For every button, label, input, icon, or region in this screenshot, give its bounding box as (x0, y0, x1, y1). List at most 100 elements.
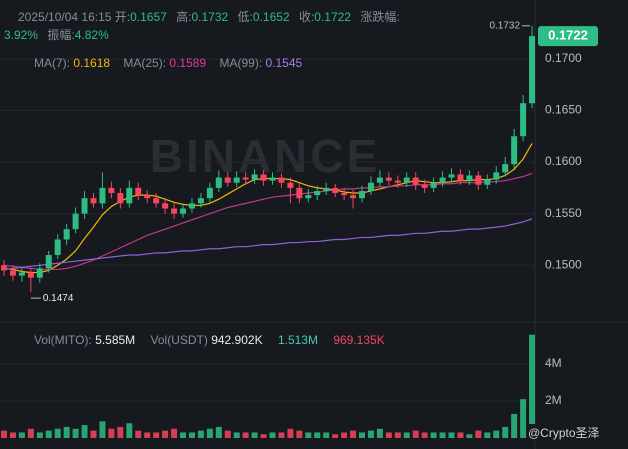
candle-body (1, 265, 7, 271)
y-tick-label: 0.1650 (545, 103, 582, 117)
volume-bar (421, 432, 428, 438)
candle-body (206, 187, 213, 199)
volume-bar (180, 432, 186, 438)
candle-body (126, 187, 133, 204)
volume-bar (144, 432, 151, 438)
candle-body (394, 180, 401, 183)
last-price: 0.1722 (548, 28, 588, 43)
volume-bar (314, 432, 321, 438)
ma-line (3, 218, 533, 271)
value: 0.1545 (265, 56, 303, 70)
candle-body (359, 190, 365, 199)
volume-bar (466, 434, 473, 438)
candle-body (412, 177, 419, 185)
watermark: BINANCE (150, 130, 381, 182)
volume-bar (206, 428, 213, 438)
date: 2025/10/04 16:15 (18, 10, 112, 24)
candle-body (90, 198, 97, 204)
y-tick-label: 0.1550 (545, 206, 582, 220)
volume-bar (475, 430, 482, 438)
candle-body (287, 182, 294, 188)
candle-body (233, 177, 240, 183)
volume-bar (305, 432, 312, 438)
volume-bar (511, 413, 518, 438)
volume-bar (1, 430, 7, 438)
candle-body (448, 174, 455, 178)
label: 涨跌幅: (360, 10, 400, 24)
last-price-tag (538, 26, 598, 47)
candle-body (63, 229, 70, 240)
volume-bar (9, 432, 16, 438)
label: Vol(MITO): (34, 333, 92, 347)
candle-body (332, 187, 339, 194)
candle-body (323, 187, 330, 191)
volume-bar (332, 434, 339, 438)
volume-bar (430, 432, 437, 438)
volume-bar (367, 430, 374, 438)
candle-body (484, 179, 491, 185)
label: MA(25): (123, 56, 167, 70)
ma-header: MA(7): 0.1618 MA(25): 0.1589 MA(99): 0.1… (34, 54, 302, 72)
volume-bar (188, 432, 195, 438)
volume-bar (341, 432, 348, 438)
y-tick-label: 4M (545, 356, 562, 370)
candle-body (117, 193, 124, 204)
candle-body (260, 174, 267, 181)
volume-bar (287, 428, 294, 438)
volume-bar (502, 426, 509, 438)
volume-bar (350, 430, 357, 438)
candle-body (135, 187, 142, 196)
low-marker: 0.1474 (43, 293, 74, 304)
volume-bar (296, 430, 303, 438)
candle-body (54, 239, 61, 255)
high-marker: 0.1732 (489, 20, 520, 31)
value: 0.1652 (252, 10, 290, 24)
value: 1.513M (277, 333, 318, 347)
candle-body (296, 187, 303, 199)
label: MA(99): (219, 56, 263, 70)
volume-bar (99, 421, 106, 438)
candle-body (162, 203, 169, 209)
candle-body (188, 203, 195, 209)
label: MA(7): (34, 56, 70, 70)
volume-bar (162, 430, 169, 438)
label: 开: (114, 10, 131, 24)
candle-body (269, 177, 276, 181)
candle-body (376, 177, 383, 183)
volume-bar (36, 432, 43, 438)
volume-bar (278, 432, 285, 438)
candle-body (350, 195, 357, 199)
candle-body (108, 187, 115, 194)
volume-bar (90, 430, 97, 438)
vol-header: Vol(MITO): 5.585M Vol(USDT) 942.902K 1.5… (34, 331, 385, 349)
value: 969.135K (333, 333, 385, 347)
candle-body (27, 272, 34, 278)
candle-body (475, 175, 482, 185)
volume-bar (394, 432, 401, 438)
value: 0.1722 (314, 10, 351, 24)
label: 收: (298, 10, 315, 24)
volume-bar (529, 334, 536, 438)
ohlc-header: 2025/10/04 16:15 开:0.1657 高:0.1732 低:0.1… (4, 8, 400, 44)
candle-body (278, 177, 285, 183)
volume-bar (457, 432, 464, 438)
volume-bar (233, 432, 240, 438)
volume-bar (359, 432, 365, 438)
volume-bar (439, 432, 446, 438)
value: 0.1589 (169, 56, 207, 70)
ma-line (3, 172, 533, 271)
candle-body (520, 103, 527, 137)
volume-bar (81, 425, 88, 438)
volume-bar (153, 432, 160, 438)
volume-bar (117, 426, 124, 438)
candle-body (385, 177, 392, 181)
candle-body (511, 136, 518, 165)
candle-body (171, 208, 178, 214)
volume-bar (520, 399, 527, 438)
value: 0.1618 (73, 56, 111, 70)
candle-body (81, 198, 88, 214)
value: 4.82% (74, 28, 109, 42)
candle-body (430, 182, 437, 188)
